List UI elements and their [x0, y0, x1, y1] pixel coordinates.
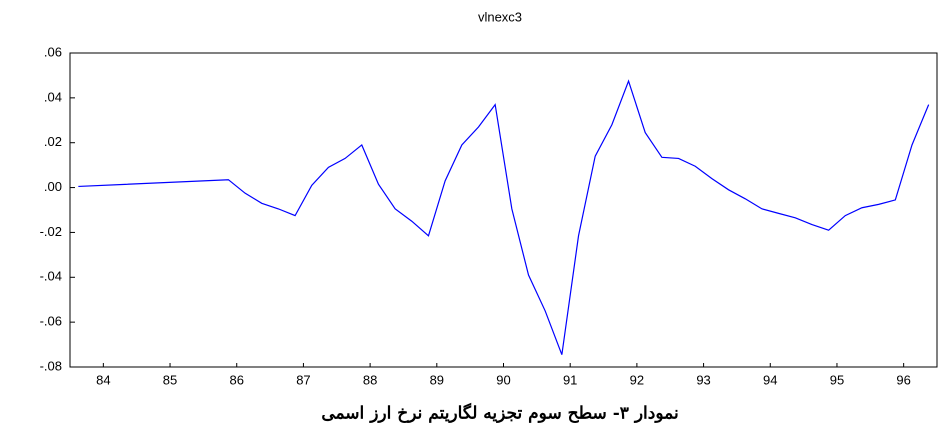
x-tick-label: 87 — [296, 372, 310, 387]
caption: نمودار ۳- سطح سوم تجزیه لگاریتم نرخ ارز … — [321, 403, 678, 424]
y-tick-label: -.02 — [40, 224, 62, 239]
x-tick-label: 92 — [630, 372, 644, 387]
y-tick-label: -.08 — [40, 358, 62, 373]
x-tick-label: 91 — [563, 372, 577, 387]
x-tick-label: 88 — [363, 372, 377, 387]
y-tick-label: .04 — [44, 89, 62, 104]
x-tick-label: 84 — [96, 372, 110, 387]
x-tick-label: 89 — [430, 372, 444, 387]
x-tick-label: 93 — [696, 372, 710, 387]
x-tick-label: 96 — [896, 372, 910, 387]
x-tick-label: 95 — [830, 372, 844, 387]
chart-title: vlnexc3 — [478, 9, 522, 24]
x-tick-label: 85 — [163, 372, 177, 387]
line-series — [78, 79, 930, 355]
y-tick-label: -.06 — [40, 314, 62, 329]
y-tick-label: .06 — [44, 44, 62, 59]
x-tick-label: 90 — [496, 372, 510, 387]
plot-frame — [69, 52, 938, 368]
y-tick-label: .02 — [44, 134, 62, 149]
x-tick-label: 94 — [763, 372, 777, 387]
x-tick-label: 86 — [229, 372, 243, 387]
y-tick-label: .00 — [44, 179, 62, 194]
y-tick-label: -.04 — [40, 269, 62, 284]
